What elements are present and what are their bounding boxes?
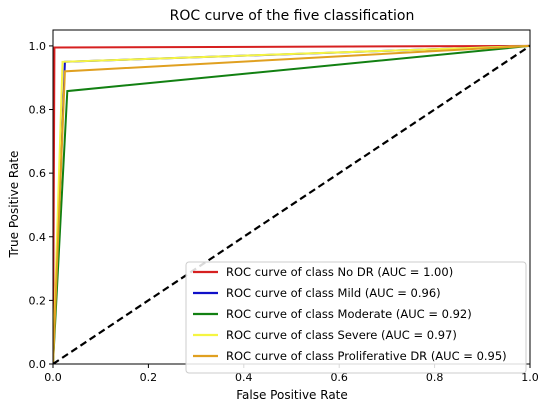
y-axis-label: True Positive Rate xyxy=(7,151,21,259)
reference-diagonal-line xyxy=(53,44,530,364)
roc-series-line-3 xyxy=(53,44,530,364)
y-tick-label: 0.2 xyxy=(29,294,47,307)
chart-title: ROC curve of the five classification xyxy=(170,8,415,24)
legend-entry-label-2: ROC curve of class Mild (AUC = 0.96) xyxy=(226,286,441,300)
x-axis-label: False Positive Rate xyxy=(236,388,348,402)
legend-frame xyxy=(185,261,527,374)
roc-series-line-5 xyxy=(53,44,530,364)
legend-entry-label-3: ROC curve of class Moderate (AUC = 0.92) xyxy=(226,307,472,321)
legend-entry-label-4: ROC curve of class Severe (AUC = 0.97) xyxy=(226,328,457,342)
x-tick-label: 0.0 xyxy=(44,371,62,384)
y-tick-label: 1.0 xyxy=(29,40,47,53)
legend-entry-label-5: ROC curve of class Proliferative DR (AUC… xyxy=(226,349,507,363)
x-tick-label: 0.2 xyxy=(140,371,158,384)
x-tick-label: 1.0 xyxy=(521,371,539,384)
x-tick-label: 0.6 xyxy=(330,371,348,384)
y-tick-label: 0.4 xyxy=(29,231,47,244)
legend-entry-label-1: ROC curve of class No DR (AUC = 1.00) xyxy=(226,265,453,279)
x-tick-label: 0.4 xyxy=(235,371,253,384)
curves-group xyxy=(53,44,530,364)
x-tick-label: 0.8 xyxy=(426,371,444,384)
y-tick-label: 0.6 xyxy=(29,167,47,180)
y-tick-label: 0.0 xyxy=(29,358,47,371)
y-tick-label: 0.8 xyxy=(29,104,47,117)
legend: ROC curve of class No DR (AUC = 1.00) ROC… xyxy=(185,261,527,374)
plot-area: 0.0 0.2 0.4 0.6 0.8 1.0 0.0 0.2 0.4 0.6 0.8 1.0 xyxy=(29,29,539,384)
